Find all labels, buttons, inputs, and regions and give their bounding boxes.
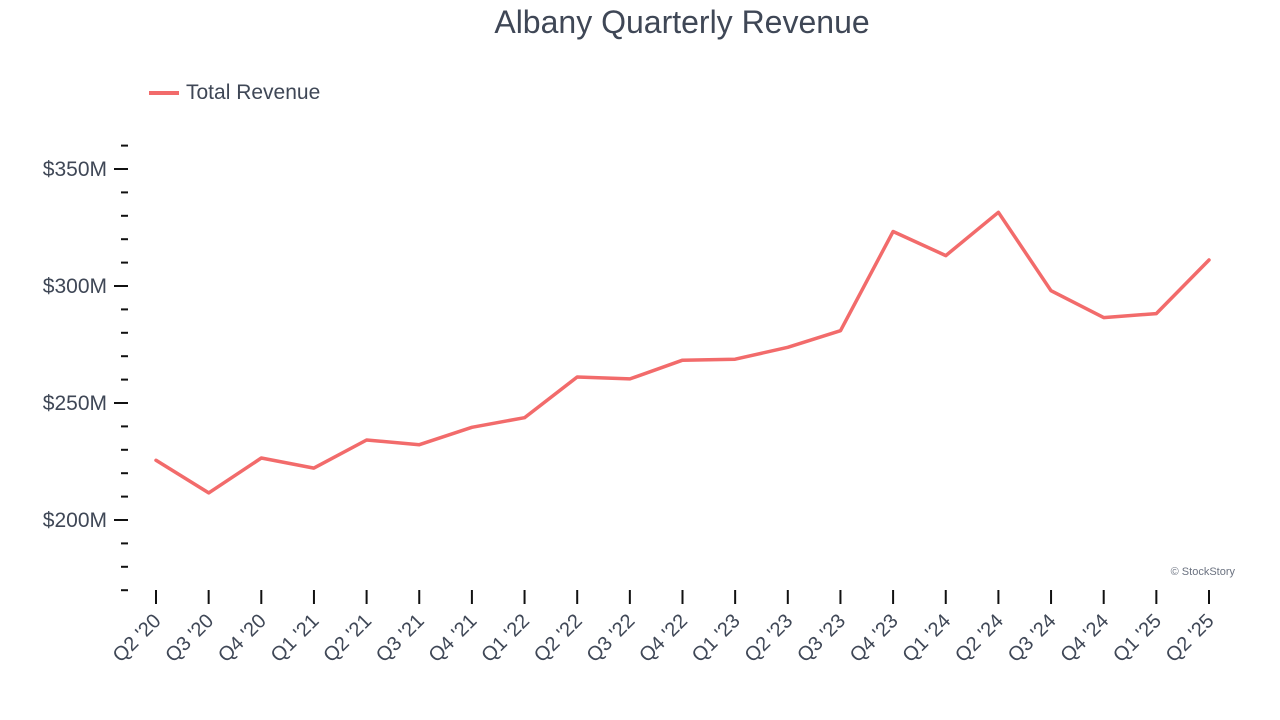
x-tick-label: Q2 '25 xyxy=(1162,610,1219,667)
x-tick-label: Q1 '21 xyxy=(267,610,324,667)
y-tick-label: $300M xyxy=(43,275,107,298)
legend-label-total-revenue: Total Revenue xyxy=(186,81,320,104)
x-tick-label: Q1 '22 xyxy=(477,610,534,667)
x-tick-label: Q2 '21 xyxy=(319,610,376,667)
x-tick-label: Q1 '23 xyxy=(688,610,745,667)
x-tick-label: Q3 '24 xyxy=(1004,610,1061,667)
y-tick-label: $200M xyxy=(43,509,107,532)
x-tick-label: Q3 '20 xyxy=(161,610,218,667)
x-tick-label: Q2 '23 xyxy=(741,610,798,667)
x-tick-label: Q3 '23 xyxy=(793,610,850,667)
y-tick-label: $350M xyxy=(43,158,107,181)
series-line-total-revenue xyxy=(154,210,1211,495)
chart-title: Albany Quarterly Revenue xyxy=(494,4,869,40)
x-tick-label: Q3 '21 xyxy=(372,610,429,667)
watermark: © StockStory xyxy=(1171,566,1236,578)
y-axis: $200M $250M $300M $350M xyxy=(43,144,128,592)
x-tick-label: Q4 '23 xyxy=(846,610,903,667)
y-tick-label: $250M xyxy=(43,392,107,415)
legend: Total Revenue xyxy=(149,81,320,104)
x-tick-label: Q2 '20 xyxy=(109,610,166,667)
x-tick-label: Q3 '22 xyxy=(583,610,640,667)
x-tick-label: Q1 '24 xyxy=(898,610,955,667)
x-tick-label: Q4 '20 xyxy=(214,610,271,667)
x-tick-label: Q2 '24 xyxy=(951,610,1008,667)
x-tick-label: Q2 '22 xyxy=(530,610,587,667)
x-tick-label: Q4 '22 xyxy=(635,610,692,667)
x-tick-label: Q1 '25 xyxy=(1109,610,1166,667)
x-tick-label: Q4 '24 xyxy=(1056,610,1113,667)
x-tick-label: Q4 '21 xyxy=(425,610,482,667)
plot-area xyxy=(154,210,1211,495)
